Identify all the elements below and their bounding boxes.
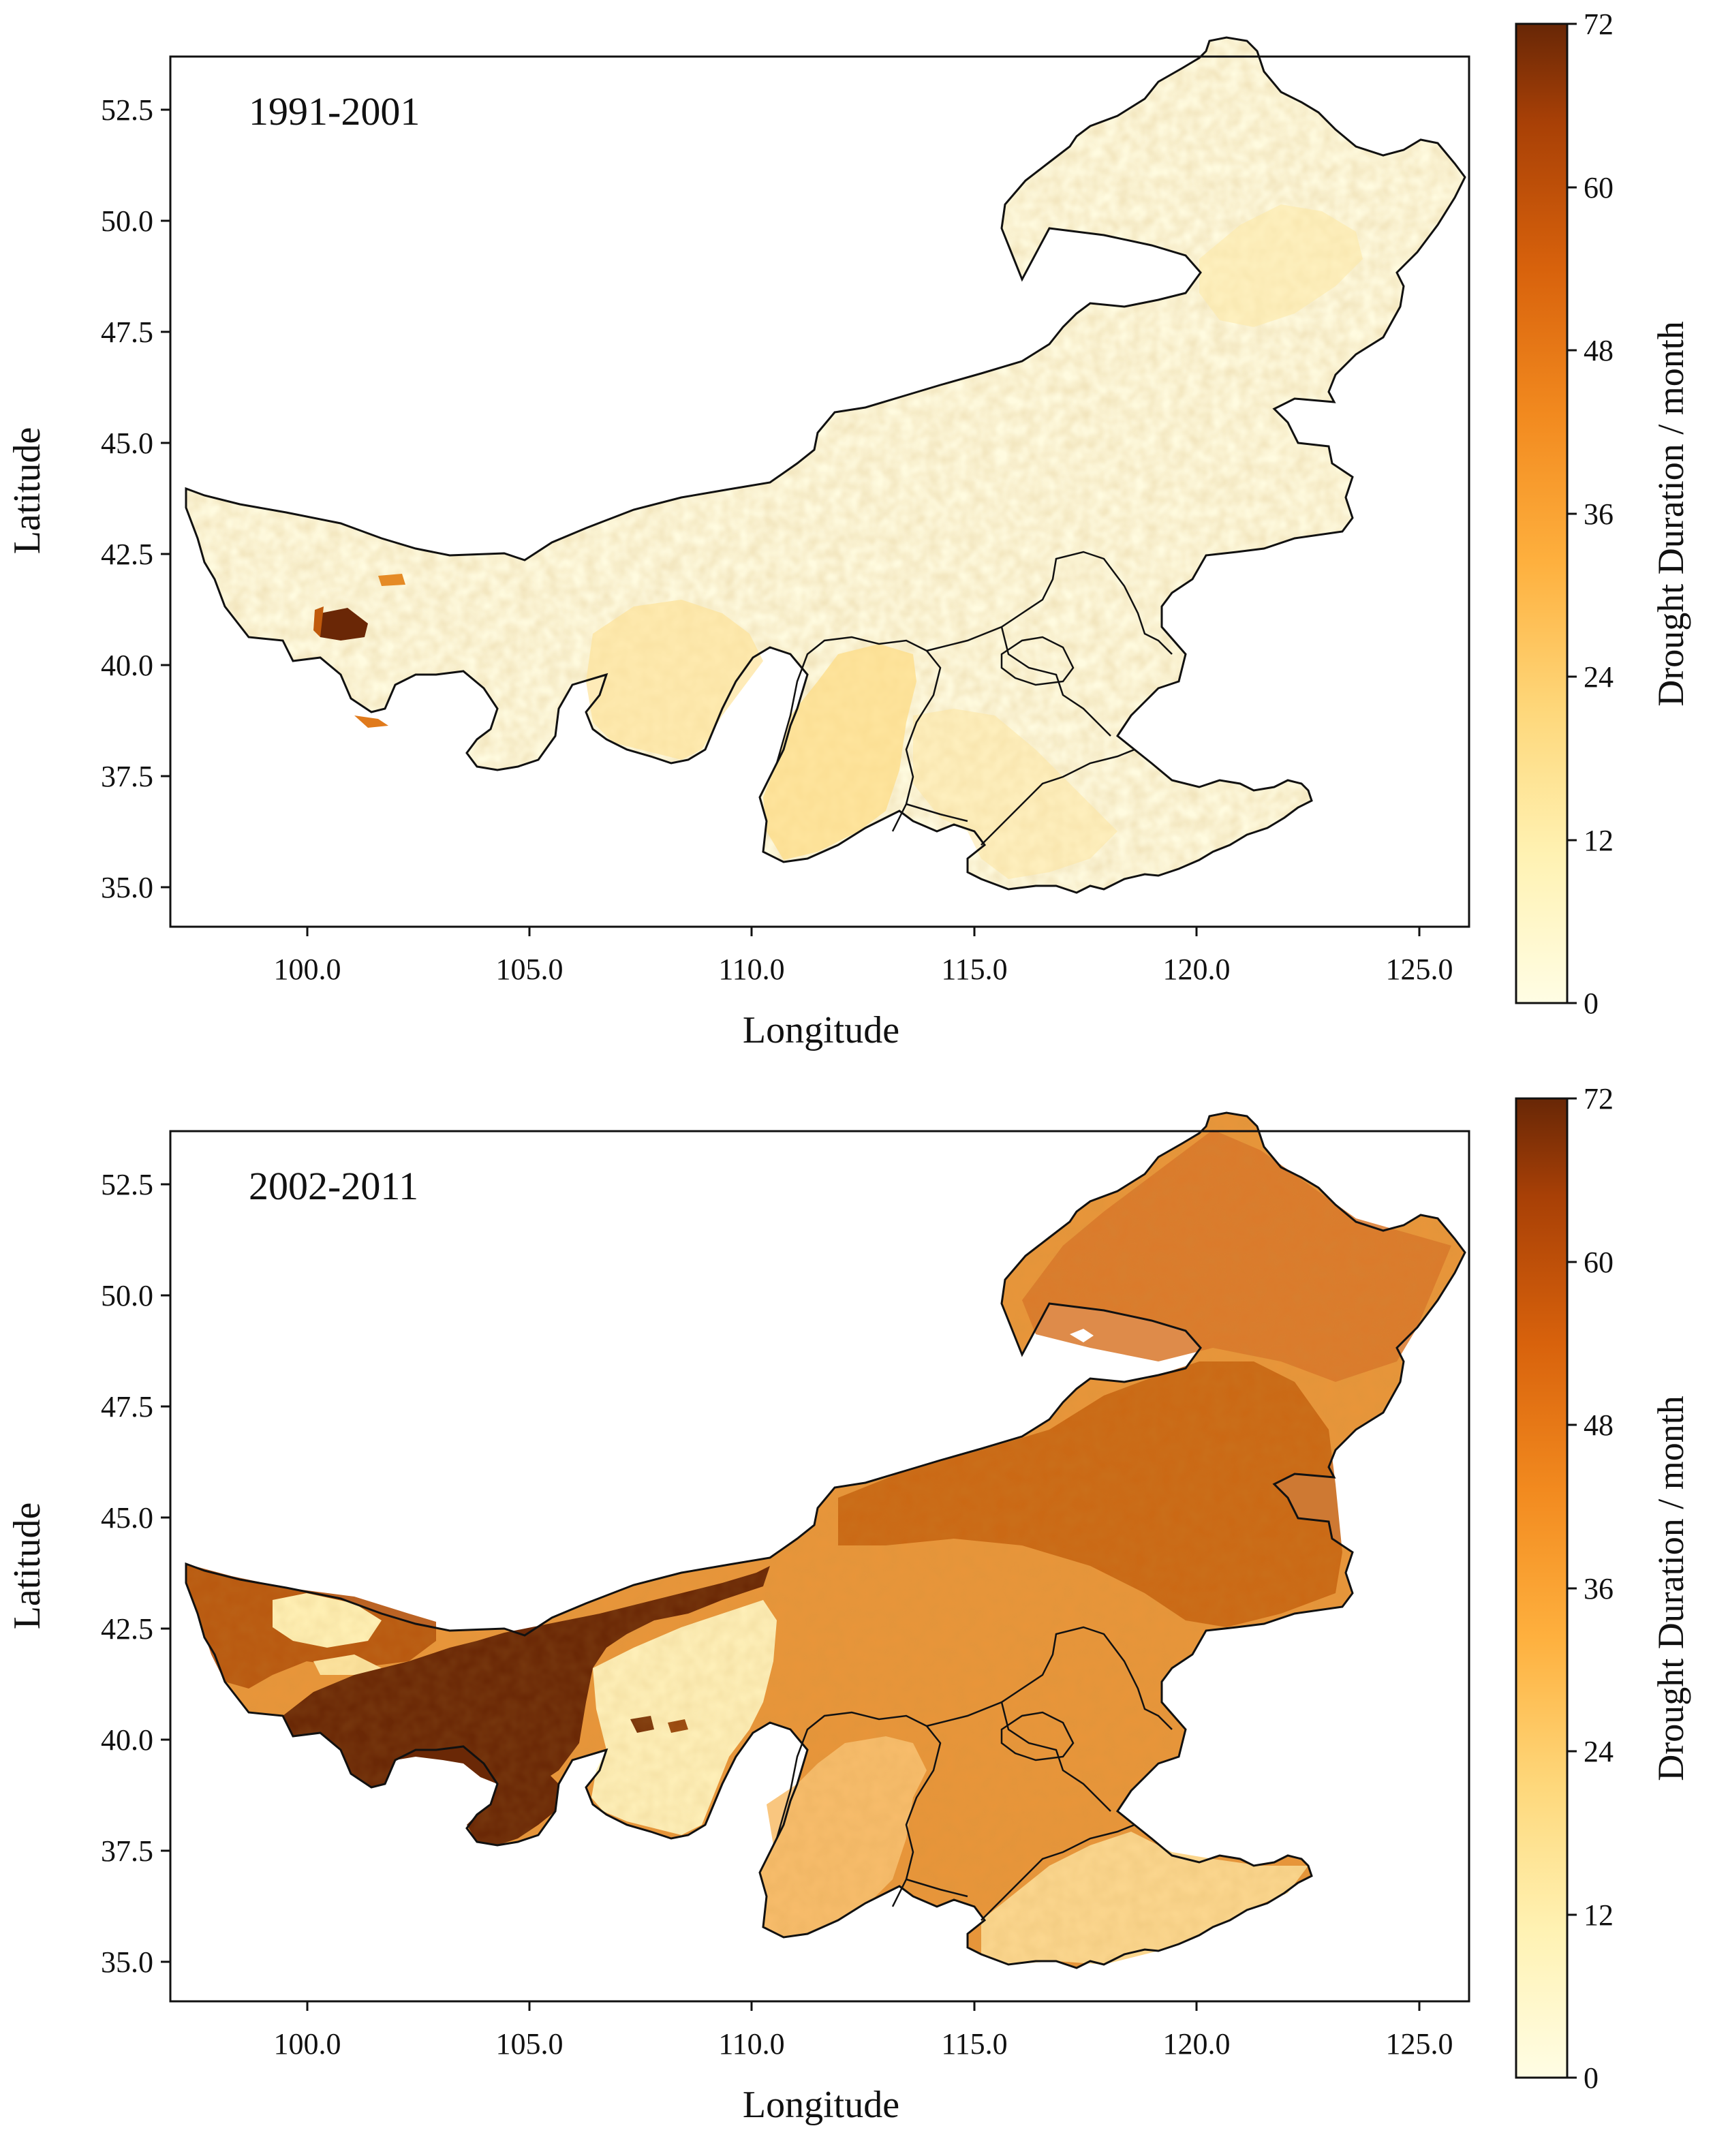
- colorbar-gradient: [1515, 1097, 1569, 2079]
- y-tick-label: 35.0: [101, 1945, 153, 1979]
- northeast-zone: [1199, 204, 1363, 327]
- y-tick-label: 52.5: [101, 93, 153, 127]
- x-tick-marks: [306, 2001, 1421, 2011]
- x-tick-label: 110.0: [718, 2027, 784, 2061]
- x-axis-title: Longitude: [743, 2084, 899, 2126]
- colorbar-tick-label: 72: [1584, 1082, 1614, 1115]
- colorbar-tick-label: 60: [1584, 171, 1614, 204]
- colorbar-tick-label: 12: [1584, 824, 1614, 857]
- y-tick-label: 42.5: [101, 1612, 153, 1646]
- province-borders: [775, 1626, 1173, 1921]
- map-region-layer: [185, 36, 1466, 894]
- minor-spot: [378, 574, 405, 586]
- x-tick-label: 115.0: [941, 2027, 1007, 2061]
- y-axis-title: Latitude: [6, 1503, 48, 1630]
- colorbar: 0 12 24 36 48 60 72 Drought Duration / m…: [1515, 7, 1691, 1020]
- y-tick-marks: [161, 108, 170, 889]
- axes-frame: [169, 55, 1470, 928]
- white-gap: [1070, 1329, 1094, 1342]
- map-region-layer: [185, 1111, 1466, 1969]
- y-tick-label: 37.5: [101, 760, 153, 793]
- ordos-zone: [586, 600, 763, 760]
- colorbar-tick-label: 48: [1584, 1408, 1614, 1442]
- colorbar-title: Drought Duration / month: [1650, 1396, 1691, 1781]
- hebei-shandong-zone: [913, 709, 1117, 879]
- x-tick-label: 125.0: [1386, 953, 1453, 986]
- map-panel-2002-2011: 100.0 105.0 110.0 115.0 120.0 125.0 35.0…: [6, 1082, 1691, 2126]
- x-tick-label: 100.0: [274, 953, 341, 986]
- x-axis-title: Longitude: [743, 1009, 899, 1051]
- colorbar-gradient: [1515, 22, 1569, 1004]
- colorbar-tick-label: 24: [1584, 660, 1614, 694]
- x-tick-label: 110.0: [718, 953, 784, 986]
- x-tick-label: 125.0: [1386, 2027, 1453, 2061]
- period-label: 1991-2001: [249, 89, 420, 134]
- shanxi-ordos-zone: [763, 644, 916, 860]
- colorbar-tick-label: 36: [1584, 497, 1614, 531]
- x-tick-label: 120.0: [1163, 953, 1231, 986]
- colorbar-tick-label: 12: [1584, 1898, 1614, 1932]
- y-tick-label: 45.0: [101, 427, 153, 460]
- y-tick-label: 52.5: [101, 1168, 153, 1201]
- y-tick-label: 50.0: [101, 204, 153, 238]
- y-tick-label: 45.0: [101, 1501, 153, 1535]
- x-tick-label: 115.0: [941, 953, 1007, 986]
- x-tick-label: 120.0: [1163, 2027, 1231, 2061]
- x-tick-label: 105.0: [496, 2027, 564, 2061]
- y-tick-label: 40.0: [101, 649, 153, 682]
- y-tick-label: 47.5: [101, 315, 153, 349]
- y-tick-label: 40.0: [101, 1723, 153, 1757]
- colorbar-tick-label: 24: [1584, 1735, 1614, 1768]
- axes-frame: [169, 1130, 1470, 2003]
- y-tick-label: 35.0: [101, 871, 153, 904]
- colorbar-tick-label: 36: [1584, 1572, 1614, 1605]
- colorbar: 0 12 24 36 48 60 72 Drought Duration / m…: [1515, 1082, 1691, 2095]
- colorbar-tick-label: 48: [1584, 334, 1614, 367]
- x-tick-label: 100.0: [274, 2027, 341, 2061]
- x-tick-label: 105.0: [496, 953, 564, 986]
- map-panel-1991-2001: 100.0 105.0 110.0 115.0 120.0 125.0 35.0…: [6, 7, 1691, 1051]
- y-tick-marks: [161, 1183, 170, 1963]
- province-borders: [775, 551, 1173, 846]
- colorbar-tick-label: 0: [1584, 2061, 1599, 2095]
- colorbar-tick-label: 72: [1584, 7, 1614, 41]
- colorbar-tick-label: 0: [1584, 987, 1599, 1020]
- colorbar-tick-label: 60: [1584, 1246, 1614, 1279]
- y-tick-label: 50.0: [101, 1279, 153, 1312]
- x-tick-marks: [306, 927, 1421, 936]
- hotspot-edge: [313, 606, 324, 637]
- y-tick-label: 42.5: [101, 538, 153, 571]
- minor-spot-south: [354, 715, 388, 728]
- colorbar-title: Drought Duration / month: [1650, 321, 1691, 706]
- y-tick-label: 37.5: [101, 1834, 153, 1868]
- y-axis-title: Latitude: [6, 427, 48, 555]
- y-tick-label: 47.5: [101, 1390, 153, 1423]
- drought-hotspot: [320, 608, 368, 641]
- period-label: 2002-2011: [249, 1164, 418, 1208]
